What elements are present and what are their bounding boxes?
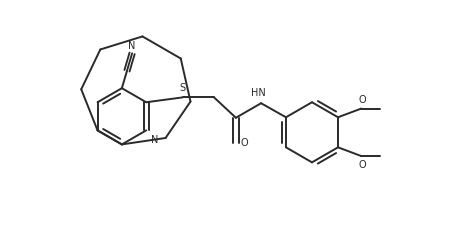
Text: N: N: [128, 41, 136, 51]
Text: O: O: [241, 138, 248, 148]
Text: S: S: [180, 83, 186, 92]
Text: HN: HN: [251, 88, 266, 98]
Text: N: N: [150, 135, 158, 145]
Text: O: O: [358, 95, 366, 105]
Text: O: O: [358, 160, 366, 170]
